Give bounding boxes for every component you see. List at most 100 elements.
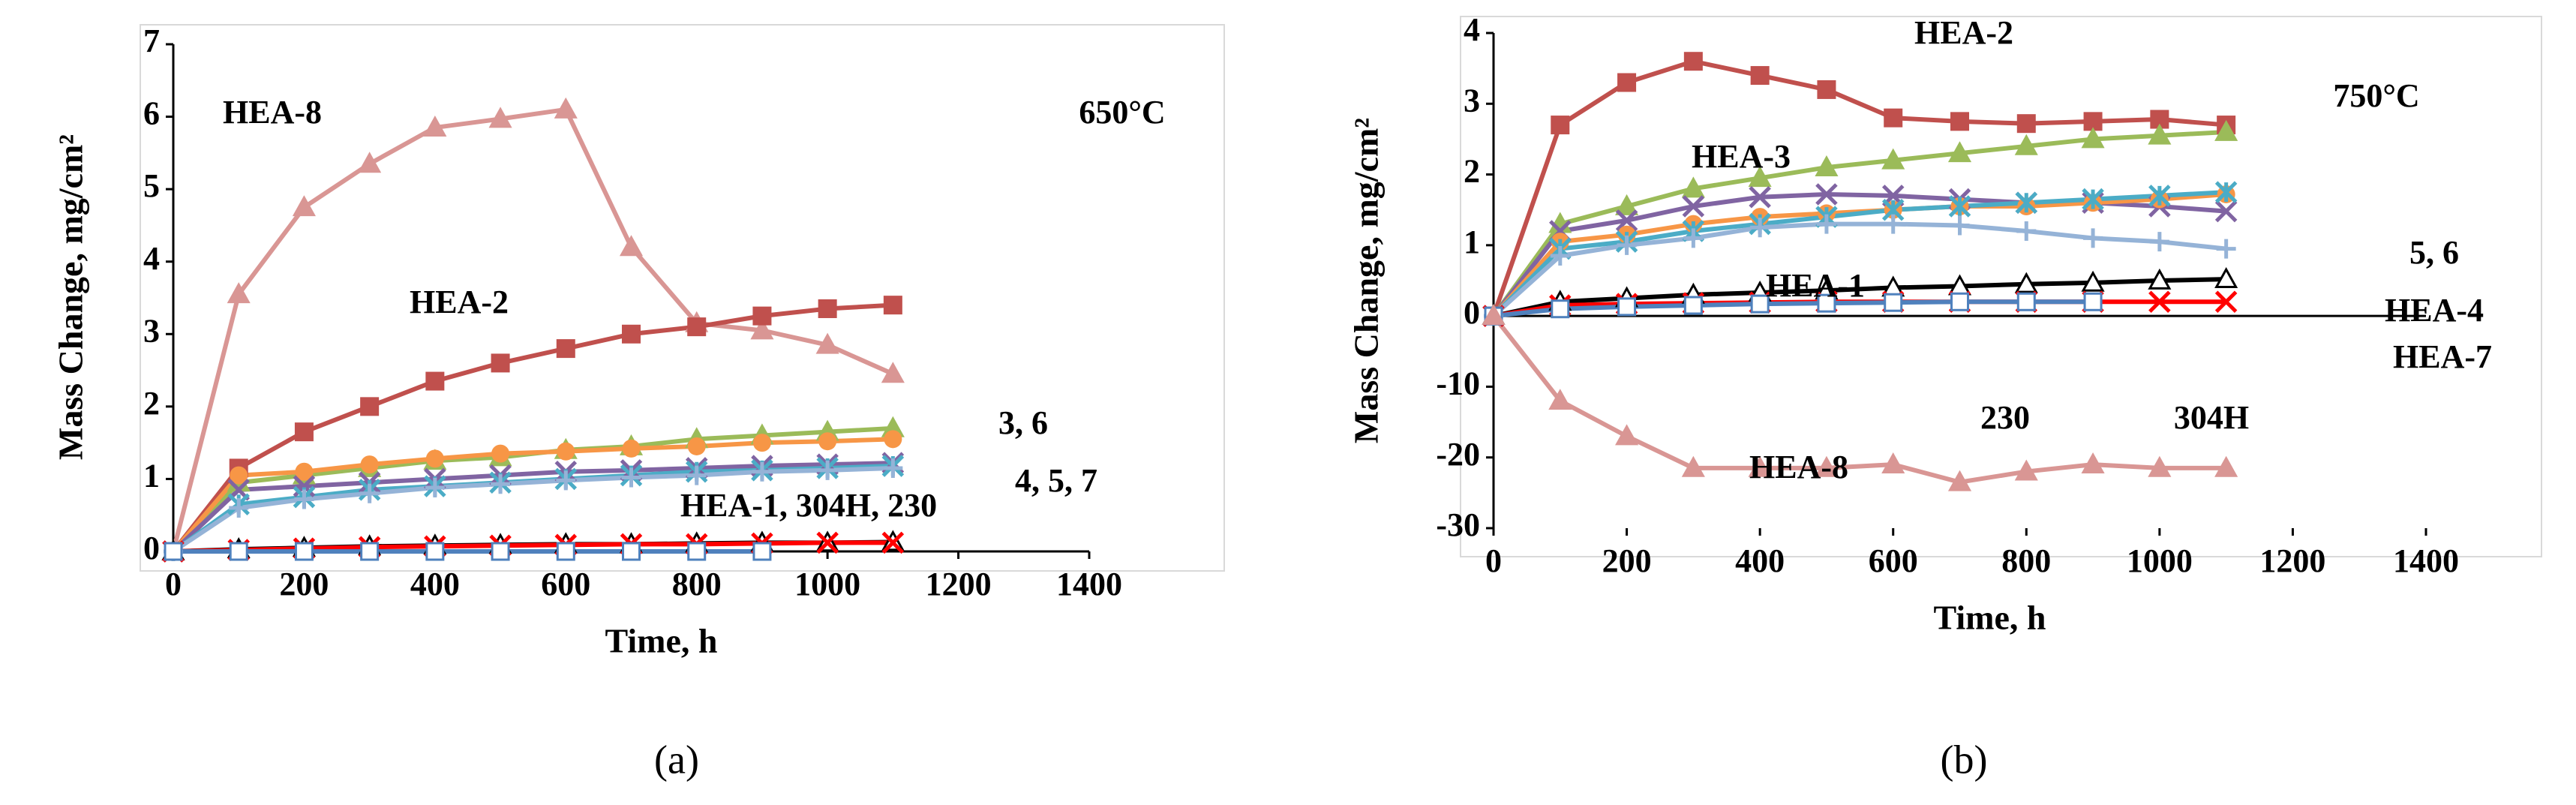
annotation: 3, 6 [998, 404, 1048, 441]
series-line [171, 461, 893, 554]
annotation: 650°C [1079, 94, 1165, 131]
series-line [171, 302, 893, 553]
marker [687, 317, 707, 337]
marker [2148, 290, 2171, 314]
x-tick-label: 1400 [1056, 566, 1122, 602]
marker [621, 467, 641, 488]
series-line [171, 107, 894, 552]
marker [881, 362, 905, 383]
marker [360, 542, 380, 561]
marker [2214, 119, 2238, 141]
annotation: HEA-1 [1766, 267, 1865, 304]
annotation: HEA-1, 304H, 230 [680, 487, 937, 524]
marker [2081, 452, 2105, 474]
marker [556, 542, 575, 561]
marker [2016, 221, 2037, 241]
caption: (b) [1941, 737, 1988, 782]
marker [2014, 134, 2038, 155]
y-tick-label: 1 [143, 458, 160, 494]
annotation: HEA-2 [1914, 14, 2013, 51]
marker [1683, 296, 1703, 315]
marker [294, 542, 314, 561]
marker [491, 474, 511, 494]
marker [360, 397, 380, 416]
marker [1748, 166, 1772, 188]
x-tick-label: 200 [1602, 542, 1652, 579]
marker [557, 442, 575, 461]
marker [425, 449, 444, 468]
marker [1750, 218, 1770, 238]
marker [883, 296, 902, 315]
marker [2081, 270, 2105, 292]
marker [1816, 214, 1836, 234]
series-line [1493, 277, 2226, 319]
marker [2014, 459, 2038, 481]
marker [752, 306, 772, 326]
marker [1817, 80, 1836, 99]
series-line [1491, 221, 2226, 318]
marker [554, 97, 578, 119]
marker [1548, 389, 1572, 410]
marker [491, 353, 510, 373]
marker [687, 542, 707, 561]
x-axis-label: Time, h [1934, 599, 2046, 637]
x-tick-label: 200 [279, 566, 329, 602]
marker [425, 542, 445, 561]
y-tick-label: 3 [143, 312, 160, 349]
marker [2083, 228, 2103, 248]
marker [2148, 123, 2172, 145]
y-tick-label: 4 [1464, 11, 1480, 48]
y-tick-label: 2 [1464, 153, 1480, 190]
y-tick-label: 0 [1464, 294, 1480, 331]
marker [1482, 304, 1506, 326]
marker [1681, 176, 1705, 198]
series-line [173, 540, 893, 554]
marker [1950, 215, 1970, 236]
marker [1947, 141, 1972, 163]
annotation: 750°C [2333, 77, 2419, 114]
marker [818, 299, 837, 318]
marker [1948, 195, 1971, 218]
marker [1750, 294, 1770, 314]
series-line [172, 465, 893, 554]
marker [2082, 188, 2104, 211]
x-tick-label: 0 [165, 566, 182, 602]
y-tick-label: 2 [143, 385, 160, 422]
chart-frame [140, 24, 1225, 572]
annotation: HEA-2 [410, 284, 509, 320]
marker [2214, 290, 2238, 314]
marker [881, 531, 905, 554]
marker [884, 430, 902, 449]
y-tick-label: 0 [143, 530, 160, 566]
marker [2149, 232, 2169, 252]
y-axis-label: Mass Change, mg/cm² [1347, 118, 1386, 443]
series-line [1491, 59, 2226, 317]
x-tick-label: 1000 [794, 566, 860, 602]
marker [360, 455, 379, 474]
marker [2081, 127, 2105, 149]
marker [1617, 297, 1637, 317]
marker [1950, 112, 1969, 131]
marker [816, 531, 839, 554]
marker [1682, 195, 1705, 218]
y-tick-label: 3 [1464, 82, 1480, 119]
annotation: HEA-7 [2393, 338, 2492, 375]
marker [2014, 272, 2038, 293]
marker [818, 432, 837, 451]
marker [556, 470, 576, 491]
x-tick-label: 400 [1735, 542, 1785, 579]
x-tick-label: 1000 [2127, 542, 2193, 579]
marker [2016, 114, 2036, 134]
x-tick-label: 1400 [2393, 542, 2459, 579]
annotation: HEA-8 [1749, 449, 1848, 485]
marker [292, 195, 316, 217]
marker [1683, 52, 1703, 71]
marker [425, 371, 445, 391]
marker [1748, 455, 1772, 477]
series-line [1491, 314, 2226, 485]
marker [1947, 470, 1972, 491]
marker [229, 498, 249, 518]
marker [423, 115, 447, 137]
chart-frame [1460, 16, 2542, 557]
marker [164, 542, 183, 561]
